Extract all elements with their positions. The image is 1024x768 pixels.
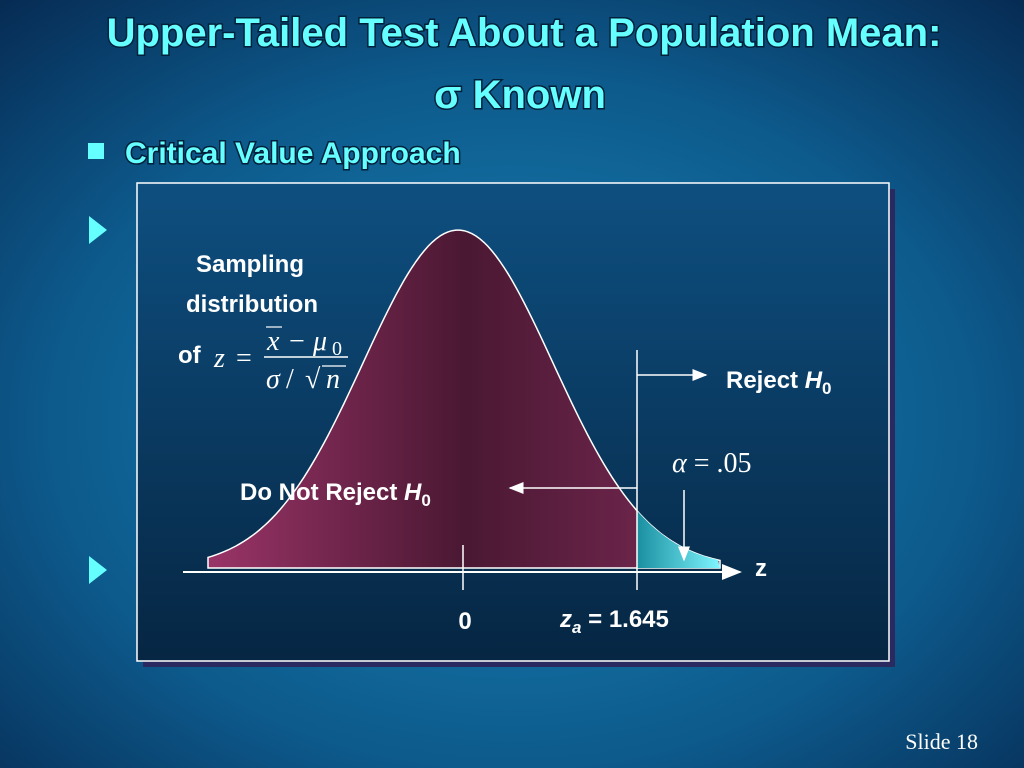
formula-mu: μ bbox=[312, 326, 327, 357]
formula-minus: − bbox=[289, 326, 305, 357]
formula-root: √ bbox=[305, 364, 321, 395]
dnr-text: Do Not Reject bbox=[240, 479, 404, 506]
critical-z: z bbox=[559, 606, 572, 633]
arrow-bullet bbox=[89, 556, 107, 584]
reject-text: Reject bbox=[726, 367, 805, 394]
slide-number: Slide 18 bbox=[905, 729, 978, 754]
formula-x: x bbox=[266, 326, 280, 357]
bullet-square bbox=[88, 143, 104, 159]
formula-sigma: σ bbox=[266, 364, 281, 395]
alpha-label: α = .05 bbox=[672, 448, 752, 479]
reject-h: H bbox=[805, 367, 823, 394]
reject-label: Reject H0 bbox=[726, 367, 832, 398]
formula-z: z bbox=[213, 343, 225, 374]
formula-mu-sub: 0 bbox=[332, 338, 342, 360]
axis-label: z bbox=[755, 555, 767, 582]
do-not-reject-label: Do Not Reject H0 bbox=[240, 479, 431, 510]
rejection-tail bbox=[637, 510, 720, 568]
alpha-value: = .05 bbox=[687, 448, 752, 479]
sampling-label: of bbox=[178, 342, 202, 369]
sampling-label: distribution bbox=[186, 291, 318, 318]
sampling-label: Sampling bbox=[196, 251, 304, 278]
title-line-1: Upper-Tailed Test About a Population Mea… bbox=[107, 11, 942, 55]
arrow-bullet bbox=[89, 216, 107, 244]
center-label: 0 bbox=[458, 608, 471, 635]
dnr-h: H bbox=[404, 479, 422, 506]
bullet-text: Critical Value Approach bbox=[125, 137, 461, 170]
formula-n: n bbox=[326, 364, 340, 395]
dnr-sub: 0 bbox=[421, 491, 430, 510]
critical-value: = 1.645 bbox=[581, 606, 668, 633]
formula-slash: / bbox=[286, 364, 294, 395]
title-line-2: σ Known bbox=[434, 73, 606, 117]
critical-label: za = 1.645 bbox=[559, 606, 669, 637]
alpha-symbol: α bbox=[672, 448, 688, 479]
critical-sub: a bbox=[572, 618, 581, 637]
formula: z = x − μ 0 σ / √ n bbox=[213, 326, 348, 395]
formula-equals: = bbox=[236, 343, 252, 374]
reject-sub: 0 bbox=[822, 379, 831, 398]
